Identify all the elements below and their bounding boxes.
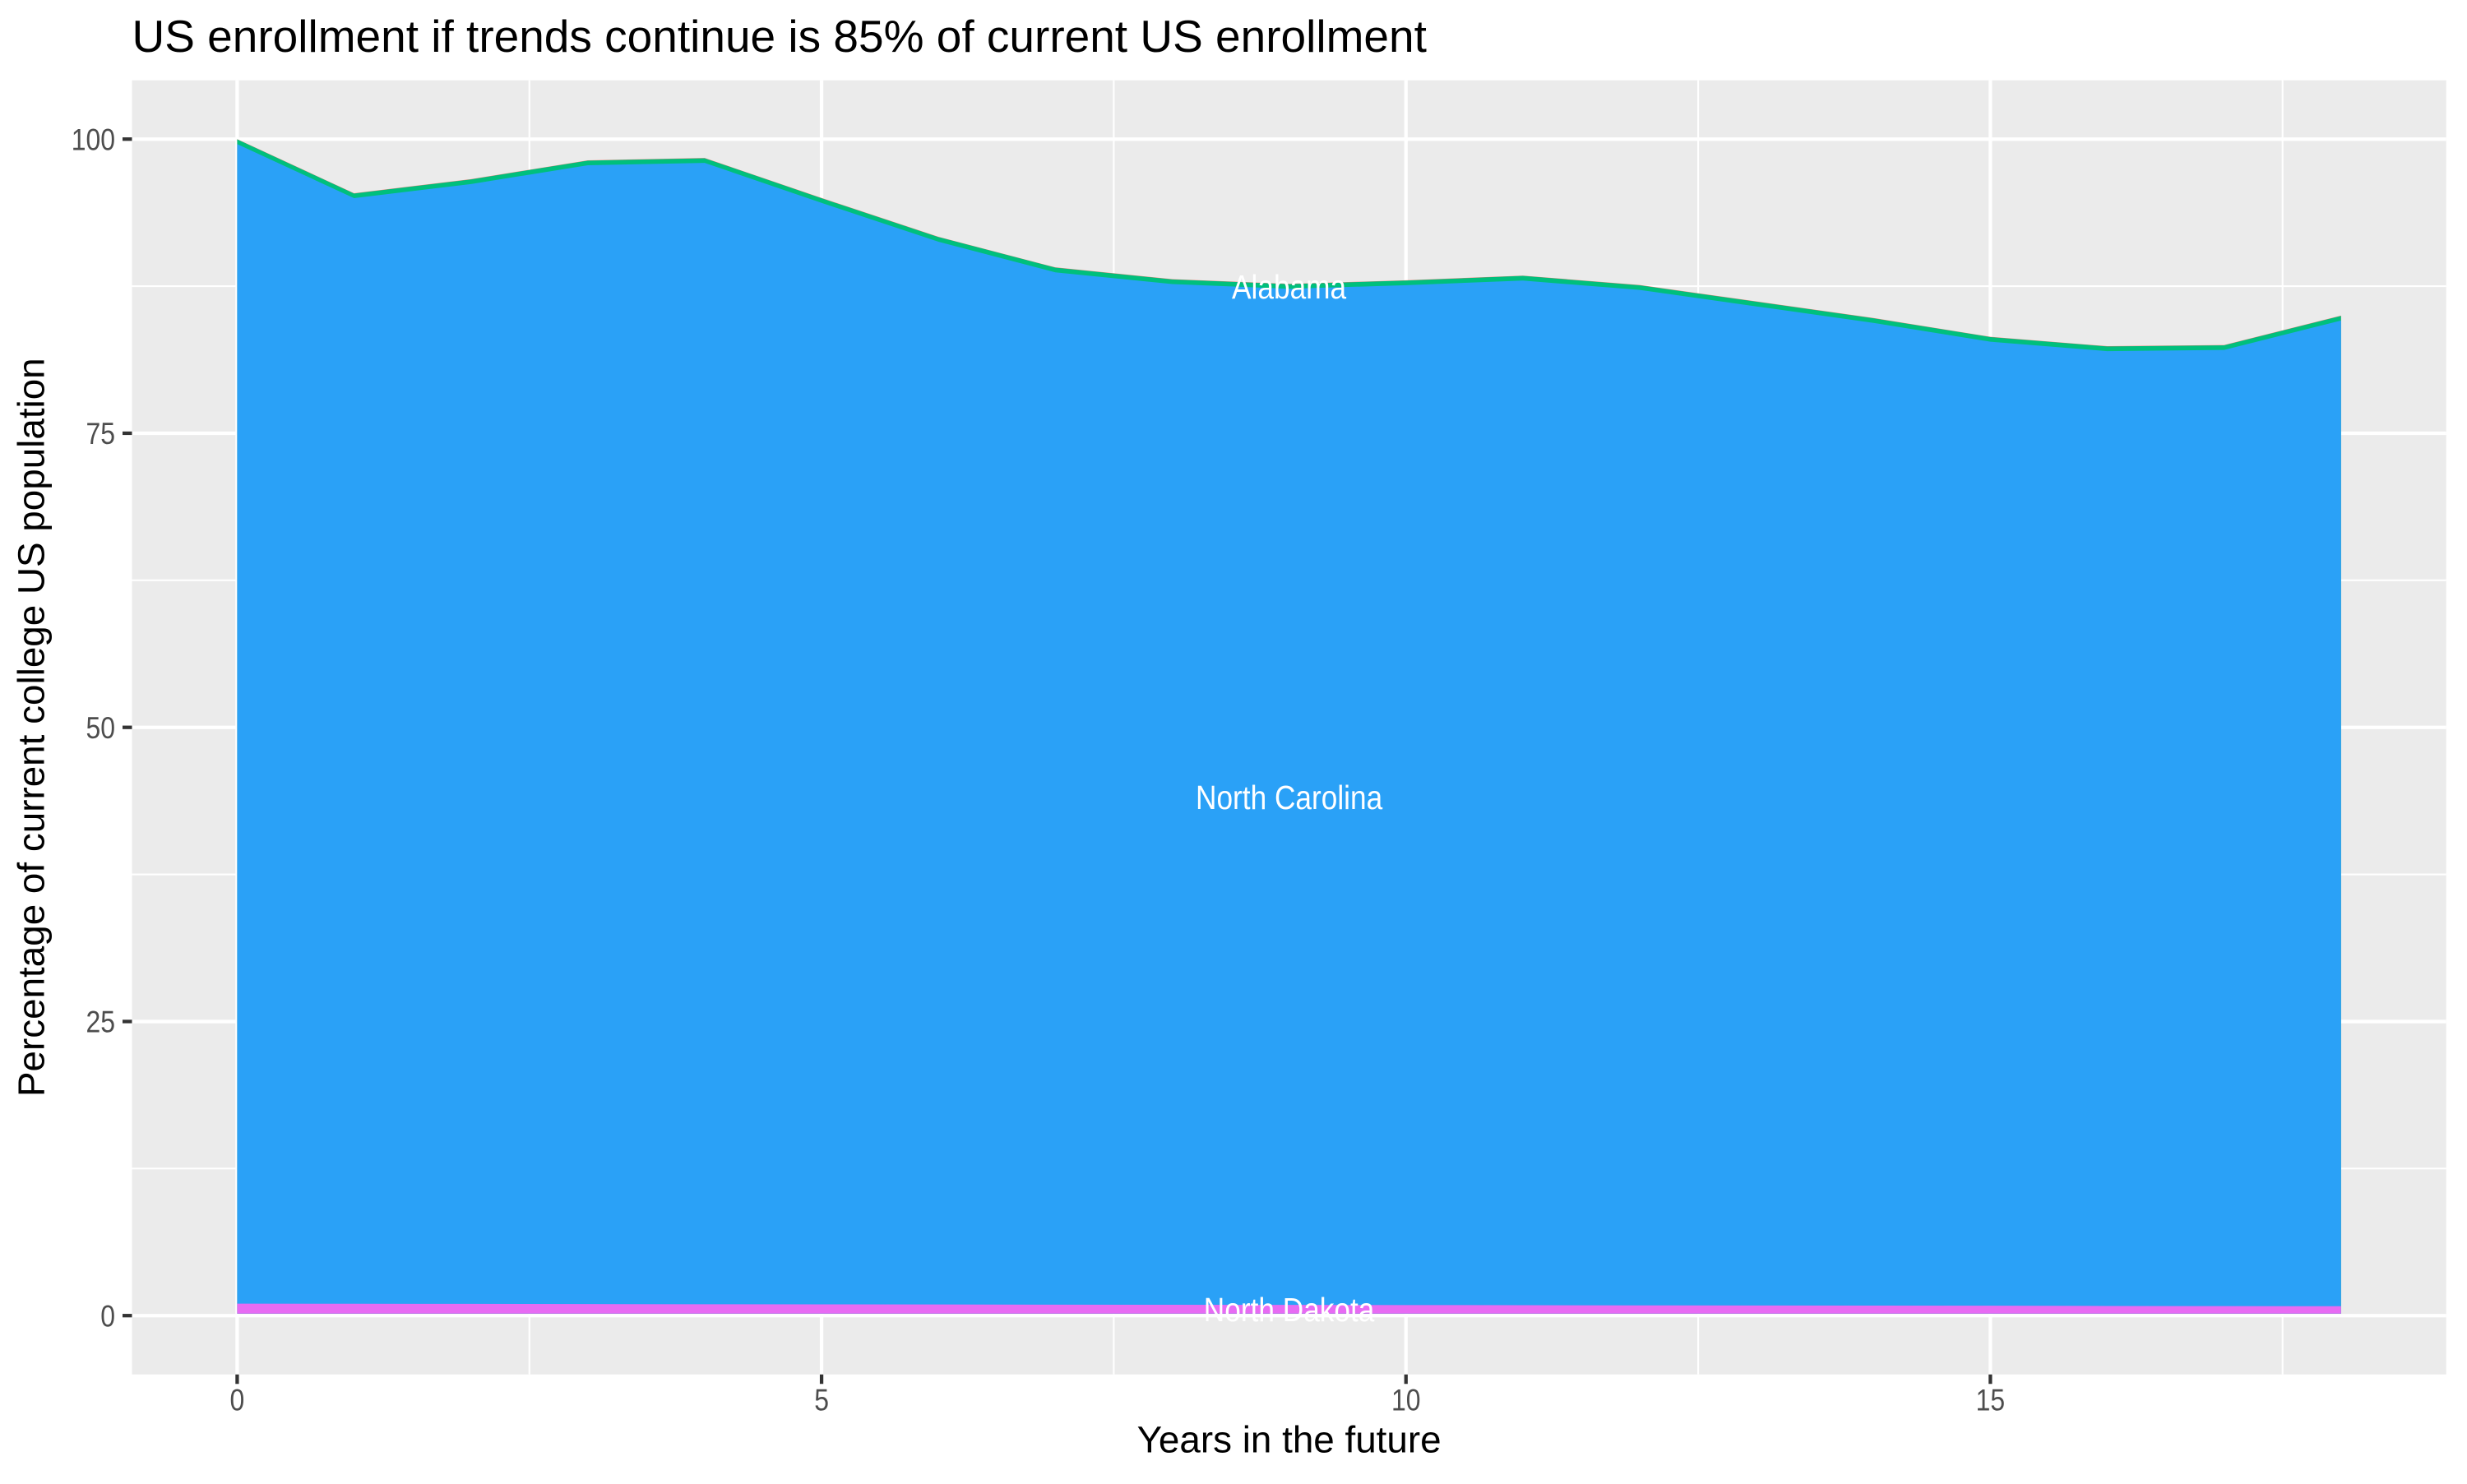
series-label: North Dakota <box>1204 1291 1375 1329</box>
y-axis-title: Percentage of current college US populat… <box>11 358 53 1097</box>
plot-title: US enrollment if trends continue is 85% … <box>132 11 1427 62</box>
y-tick-label: 0 <box>100 1299 115 1333</box>
series-label: North Carolina <box>1196 779 1383 816</box>
x-tick-label: 0 <box>230 1384 245 1417</box>
area-band <box>237 1303 2341 1314</box>
x-axis-title: Years in the future <box>1137 1418 1442 1460</box>
y-axis-tick-labels: 0 25 50 75 100 <box>72 123 115 1333</box>
y-tick-label: 100 <box>72 123 115 156</box>
x-axis-tick-labels: 0 5 10 15 <box>230 1384 2006 1417</box>
y-tick-label: 75 <box>86 417 115 451</box>
y-tick-label: 25 <box>86 1006 115 1039</box>
y-tick-label: 50 <box>86 711 115 745</box>
x-tick-label: 10 <box>1391 1384 1421 1417</box>
x-tick-label: 5 <box>814 1384 829 1417</box>
stacked-areas <box>237 139 2341 1314</box>
area-band <box>237 144 2341 1314</box>
axis-tick-marks <box>123 137 1993 1385</box>
series-label: Alabama <box>1232 268 1346 306</box>
series-labels: Alabama North Carolina North Dakota <box>1196 268 1383 1329</box>
x-tick-label: 15 <box>1976 1384 2006 1417</box>
